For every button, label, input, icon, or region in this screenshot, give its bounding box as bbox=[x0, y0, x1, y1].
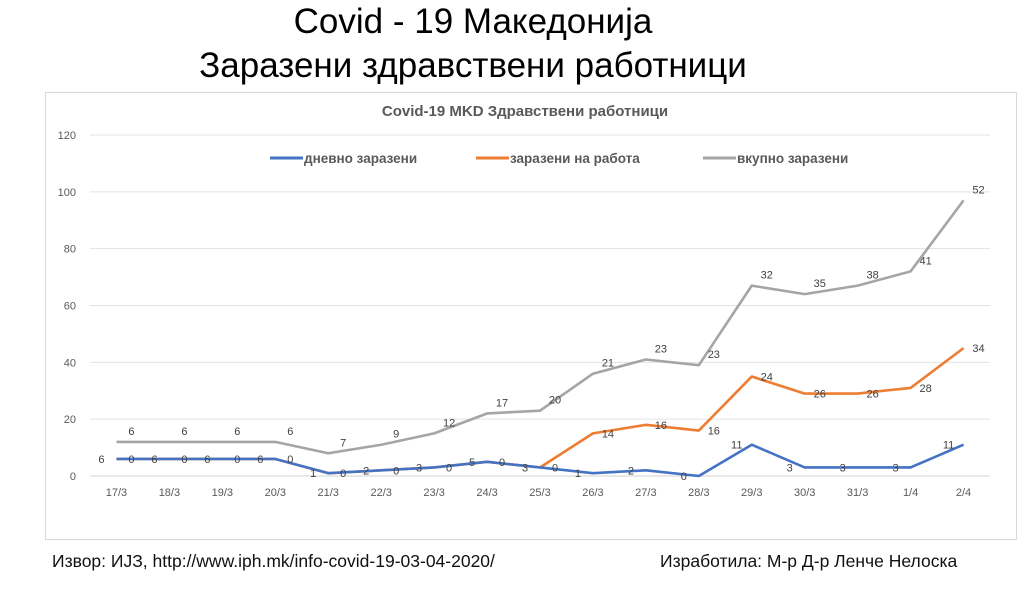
data-label-series-2: 0 bbox=[393, 465, 399, 477]
chart-title: Covid-19 MKD Здравствени работници bbox=[382, 103, 668, 120]
data-label-series-1: 5 bbox=[469, 457, 475, 469]
data-label-series-3: 52 bbox=[972, 184, 984, 196]
x-tick-label: 22/3 bbox=[370, 487, 391, 499]
legend-label: дневно заразени bbox=[304, 151, 417, 166]
y-tick-label: 100 bbox=[58, 187, 76, 199]
data-label-series-1: 3 bbox=[416, 462, 422, 474]
data-label-series-3: 6 bbox=[181, 426, 187, 438]
data-label-series-1: 3 bbox=[840, 462, 846, 474]
data-label-series-3: 23 bbox=[655, 343, 667, 355]
y-tick-label: 0 bbox=[70, 471, 76, 483]
data-label-series-3: 32 bbox=[761, 270, 773, 282]
data-label-series-1: 11 bbox=[943, 440, 954, 452]
y-tick-label: 120 bbox=[58, 130, 76, 142]
data-label-series-3: 9 bbox=[393, 429, 399, 441]
x-tick-label: 21/3 bbox=[318, 487, 339, 499]
data-label-series-2: 16 bbox=[708, 426, 720, 438]
data-label-series-2: 26 bbox=[867, 389, 879, 401]
x-tick-label: 17/3 bbox=[106, 487, 127, 499]
data-label-series-3: 6 bbox=[128, 426, 134, 438]
data-label-series-3: 7 bbox=[340, 437, 346, 449]
data-label-series-1: 6 bbox=[204, 454, 210, 466]
data-label-series-1: 3 bbox=[893, 462, 899, 474]
data-label-series-2: 0 bbox=[234, 454, 240, 466]
y-tick-label: 40 bbox=[64, 357, 76, 369]
x-tick-label: 18/3 bbox=[159, 487, 180, 499]
x-tick-label: 28/3 bbox=[688, 487, 709, 499]
data-label-series-1: 2 bbox=[628, 465, 634, 477]
x-tick-label: 29/3 bbox=[741, 487, 762, 499]
data-label-series-1: 6 bbox=[98, 454, 104, 466]
data-label-series-1: 0 bbox=[681, 471, 687, 483]
data-label-series-2: 0 bbox=[128, 454, 134, 466]
data-label-series-3: 20 bbox=[549, 395, 561, 407]
data-label-series-2: 34 bbox=[972, 343, 984, 355]
x-tick-label: 30/3 bbox=[794, 487, 815, 499]
data-label-series-3: 35 bbox=[814, 278, 826, 290]
x-tick-label: 2/4 bbox=[956, 487, 971, 499]
data-label-series-2: 0 bbox=[287, 454, 293, 466]
x-tick-label: 25/3 bbox=[529, 487, 550, 499]
legend-label: заразени на работа bbox=[510, 151, 640, 166]
data-label-series-2: 24 bbox=[761, 372, 773, 384]
x-tick-label: 20/3 bbox=[265, 487, 286, 499]
x-tick-label: 1/4 bbox=[903, 487, 918, 499]
series-line-1 bbox=[116, 443, 965, 478]
data-label-series-1: 2 bbox=[363, 465, 369, 477]
x-tick-label: 24/3 bbox=[476, 487, 497, 499]
data-label-series-2: 14 bbox=[602, 428, 614, 440]
data-label-series-3: 21 bbox=[602, 358, 614, 370]
data-label-series-2: 16 bbox=[655, 420, 667, 432]
data-label-series-2: 0 bbox=[552, 462, 558, 474]
x-tick-label: 19/3 bbox=[212, 487, 233, 499]
data-label-series-3: 41 bbox=[919, 255, 931, 267]
source-note: Извор: ИЈЗ, http://www.iph.mk/info-covid… bbox=[52, 551, 495, 571]
data-label-series-1: 1 bbox=[310, 468, 316, 480]
legend-label: вкупно заразени bbox=[737, 151, 848, 166]
data-label-series-2: 28 bbox=[919, 383, 931, 395]
y-tick-label: 60 bbox=[64, 301, 76, 313]
x-tick-label: 27/3 bbox=[635, 487, 656, 499]
x-tick-label: 23/3 bbox=[423, 487, 444, 499]
data-label-series-3: 17 bbox=[496, 397, 508, 409]
data-label-series-2: 0 bbox=[181, 454, 187, 466]
data-label-series-2: 0 bbox=[499, 457, 505, 469]
x-tick-label: 26/3 bbox=[582, 487, 603, 499]
data-label-series-1: 6 bbox=[151, 454, 157, 466]
y-tick-label: 80 bbox=[64, 244, 76, 256]
slide-subtitle: Заразени здравствени работници bbox=[199, 46, 747, 85]
data-label-series-2: 26 bbox=[814, 389, 826, 401]
data-label-series-1: 3 bbox=[522, 462, 528, 474]
y-tick-label: 20 bbox=[64, 414, 76, 426]
data-label-series-3: 6 bbox=[287, 426, 293, 438]
data-label-series-2: 0 bbox=[340, 468, 346, 480]
data-label-series-3: 23 bbox=[708, 349, 720, 361]
data-label-series-3: 38 bbox=[867, 270, 879, 282]
data-label-series-1: 1 bbox=[575, 468, 581, 480]
data-label-series-3: 6 bbox=[234, 426, 240, 438]
author-note: Изработила: М-р Д-р Ленче Нелоска bbox=[660, 551, 958, 571]
slide-title: Covid - 19 Македонија bbox=[293, 2, 653, 41]
x-tick-label: 31/3 bbox=[847, 487, 868, 499]
data-label-series-1: 11 bbox=[731, 440, 742, 452]
data-label-series-2: 0 bbox=[446, 462, 452, 474]
data-label-series-1: 3 bbox=[787, 462, 793, 474]
chart-frame bbox=[45, 92, 1017, 540]
series-line-3 bbox=[116, 199, 965, 455]
data-label-series-3: 12 bbox=[443, 417, 455, 429]
data-label-series-1: 6 bbox=[257, 454, 263, 466]
